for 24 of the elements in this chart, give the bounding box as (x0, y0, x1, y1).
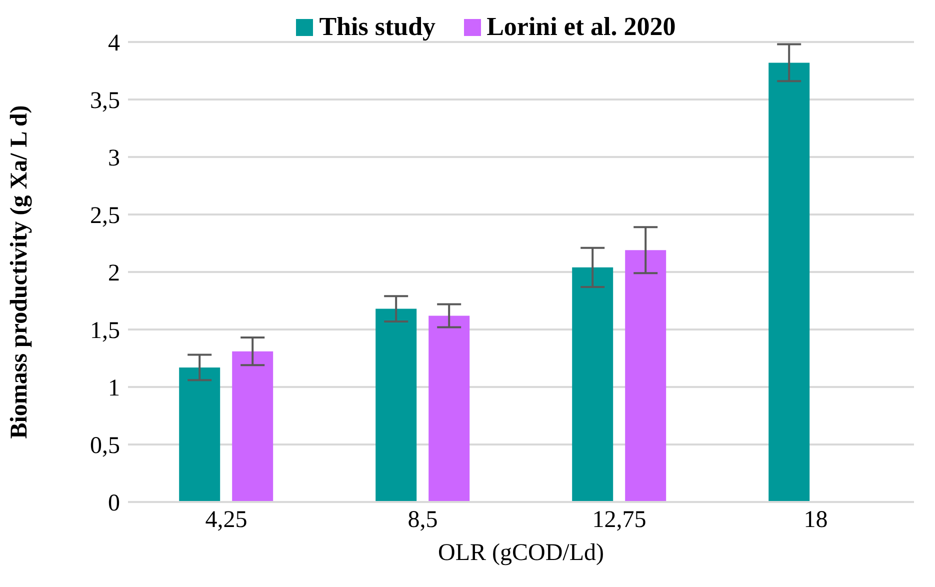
bar (572, 267, 614, 502)
y-tick-label: 2 (108, 260, 120, 287)
y-tick-label: 4 (108, 30, 120, 57)
y-tick-label: 3 (108, 146, 120, 172)
legend-label: Lorini et al. 2020 (486, 12, 676, 42)
x-tick-label: 18 (804, 507, 828, 534)
y-tick-label: 2,5 (90, 203, 120, 230)
y-tick-label: 1,5 (90, 318, 120, 344)
x-tick-label: 12,75 (592, 507, 646, 534)
x-tick-label: 4,25 (205, 507, 248, 534)
bar (625, 250, 666, 502)
x-tick-label: 8,5 (408, 507, 438, 534)
y-tick-label: 3,5 (90, 88, 120, 114)
y-tick-label: 1 (108, 376, 120, 402)
bar (428, 316, 470, 502)
legend-label: This study (319, 12, 436, 42)
x-axis-title: OLR (gCOD/Ld) (438, 540, 604, 566)
bar (232, 351, 274, 502)
bar (376, 308, 417, 502)
y-axis-title: Biomass productivity (g Xa/ L d) (6, 105, 33, 439)
bar (179, 367, 220, 502)
y-tick-label: 0,5 (90, 433, 120, 460)
bar (768, 62, 810, 502)
y-tick-label: 0 (108, 490, 120, 517)
